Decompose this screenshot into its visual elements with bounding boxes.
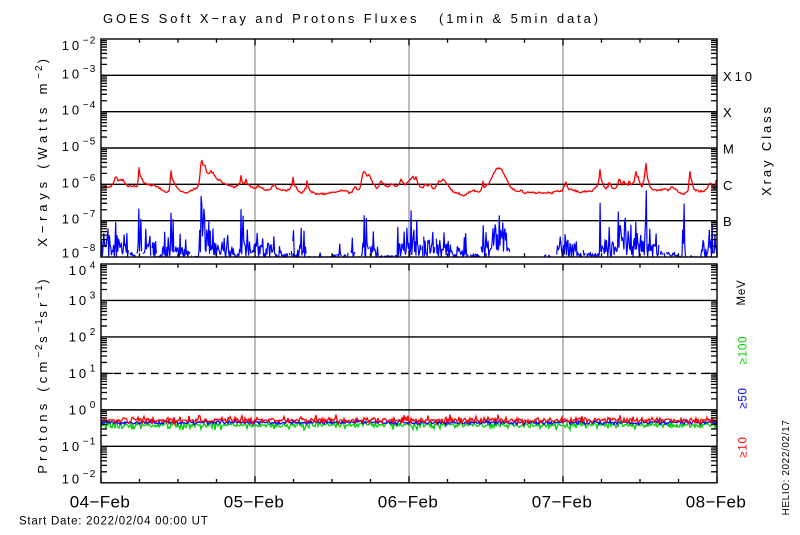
svg-text:Protons (cm−2s−1sr−1): Protons (cm−2s−1sr−1) (34, 275, 50, 474)
svg-text:−2: −2 (83, 469, 97, 480)
svg-text:C: C (723, 178, 735, 193)
svg-text:10: 10 (62, 246, 82, 261)
svg-text:Start Date: 2022/02/04 00:00 U: Start Date: 2022/02/04 00:00 UT (19, 516, 208, 528)
svg-text:X: X (723, 105, 735, 120)
svg-text:08−Feb: 08−Feb (686, 493, 747, 512)
svg-text:M: M (723, 142, 737, 157)
svg-text:≥100: ≥100 (738, 336, 750, 365)
svg-text:10: 10 (62, 471, 82, 486)
svg-text:10: 10 (62, 139, 82, 154)
svg-text:GOES Soft X−ray and Protons Fl: GOES Soft X−ray and Protons Fluxes (1min… (103, 11, 601, 26)
svg-text:X−rays (Watts m−2): X−rays (Watts m−2) (34, 54, 50, 247)
svg-text:X10: X10 (723, 69, 755, 84)
svg-text:10: 10 (69, 263, 89, 278)
svg-text:1: 1 (90, 363, 97, 374)
svg-text:≥10: ≥10 (738, 436, 750, 458)
svg-text:10: 10 (69, 329, 89, 344)
svg-text:3: 3 (90, 291, 97, 302)
svg-text:≥50: ≥50 (738, 387, 750, 409)
svg-text:−6: −6 (83, 173, 97, 184)
svg-text:10: 10 (69, 402, 89, 417)
svg-text:HELIO: 2022/02/17: HELIO: 2022/02/17 (781, 420, 792, 516)
svg-text:2: 2 (90, 327, 97, 338)
svg-text:05−Feb: 05−Feb (224, 493, 285, 512)
svg-text:MeV: MeV (736, 279, 748, 305)
svg-text:−5: −5 (83, 137, 97, 148)
svg-text:4: 4 (90, 261, 97, 272)
svg-text:10: 10 (62, 38, 82, 53)
svg-text:0: 0 (90, 400, 97, 411)
svg-text:Xray Class: Xray Class (759, 104, 774, 196)
svg-text:10: 10 (69, 366, 89, 381)
svg-text:10: 10 (62, 103, 82, 118)
svg-text:−2: −2 (83, 36, 97, 47)
svg-text:07−Feb: 07−Feb (532, 493, 593, 512)
svg-text:−1: −1 (83, 436, 97, 447)
svg-text:−7: −7 (83, 209, 97, 220)
svg-text:10: 10 (62, 66, 82, 81)
svg-text:10: 10 (62, 175, 82, 190)
svg-text:10: 10 (69, 293, 89, 308)
svg-text:10: 10 (62, 439, 82, 454)
svg-text:B: B (723, 214, 735, 229)
svg-text:10: 10 (62, 212, 82, 227)
svg-text:04−Feb: 04−Feb (70, 493, 131, 512)
svg-text:−8: −8 (83, 243, 97, 254)
svg-text:−3: −3 (83, 64, 97, 75)
svg-text:06−Feb: 06−Feb (378, 493, 439, 512)
svg-text:−4: −4 (83, 100, 97, 111)
